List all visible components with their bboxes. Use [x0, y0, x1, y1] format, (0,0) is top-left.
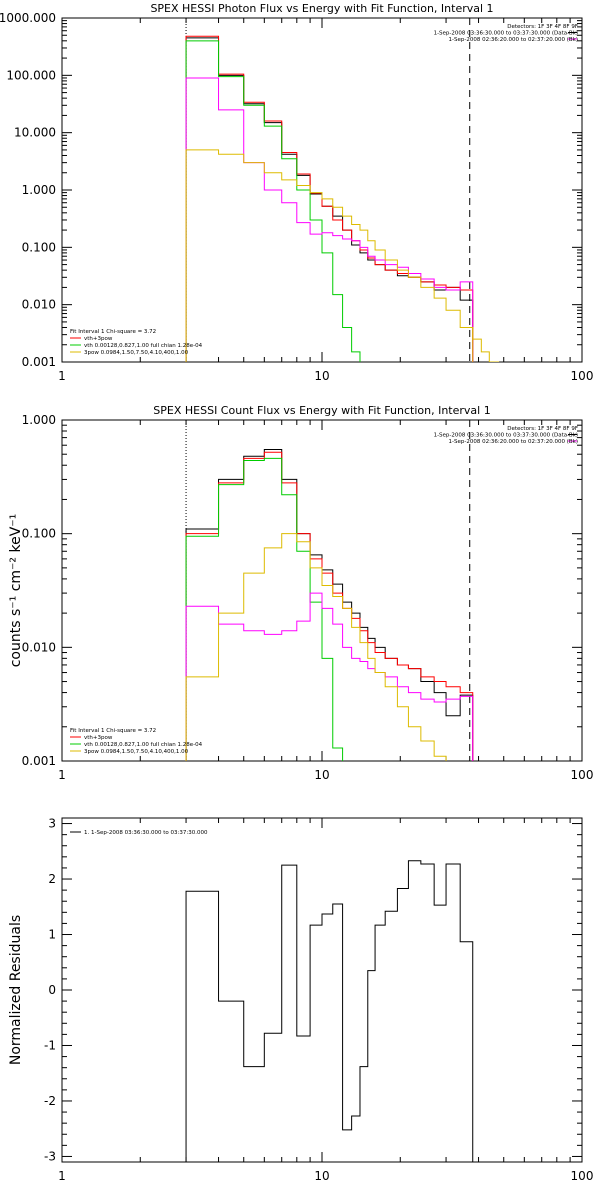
info-line: 1-Sep-2008 02:36:20.000 to 02:37:20.000 …: [449, 439, 579, 445]
x-tick-label: 100: [571, 369, 594, 383]
x-tick-label: 1: [58, 1169, 66, 1183]
y-tick-label: 3: [48, 817, 56, 831]
chart-title: SPEX HESSI Photon Flux vs Energy with Fi…: [150, 2, 493, 15]
y-tick-label: 100.000: [6, 68, 56, 82]
x-tick-label: 10: [314, 369, 329, 383]
series-line: [472, 327, 500, 362]
y-tick-label: -2: [44, 1094, 56, 1108]
series-line: [185, 533, 461, 761]
legend-entry: vth 0.00128,0.827,1.00 full chian 1.28e-…: [84, 742, 203, 748]
plot-content: [185, 860, 474, 1162]
y-tick-label: 10.000: [14, 126, 56, 140]
series-line: [185, 860, 474, 1162]
y-tick-label: 0.010: [22, 640, 56, 654]
info-line: 1-Sep-2008 03:36:30.000 to 03:37:30.000 …: [434, 433, 578, 439]
series-line: [185, 457, 353, 761]
y-tick-label: 0.001: [22, 754, 56, 768]
series-line: [185, 37, 474, 362]
legend-entry: 3pow 0.0984,1.50,7.50,4.10,400,1.00: [84, 749, 189, 755]
plot-area: [61, 419, 583, 762]
legend-entry: vth+3pow: [84, 735, 113, 741]
y-tick-label: -1: [44, 1038, 56, 1052]
x-tick-label: 10: [314, 1169, 329, 1183]
series-line: [185, 449, 474, 761]
info-line: 1-Sep-2008 03:36:30.000 to 03:37:30.000 …: [434, 31, 578, 37]
series-line: [185, 592, 474, 761]
legend-entry: vth+3pow: [84, 336, 113, 342]
legend-entry: 1. 1-Sep-2008 03:36:30.000 to 03:37:30.0…: [84, 830, 208, 836]
legend-entry: Fit Interval 1 Chi-square = 3.72: [70, 329, 156, 335]
info-line: 1-Sep-2008 02:36:20.000 to 02:37:20.000 …: [449, 37, 579, 43]
plot-content: [185, 420, 474, 761]
x-tick-label: 10: [314, 768, 329, 782]
info-line: Detectors: 1F 3F 4F 8F 9F: [507, 24, 578, 30]
plot-frame: [61, 17, 583, 363]
y-tick-label: 0.100: [22, 240, 56, 254]
legend-entry: vth 0.00128,0.827,1.00 full chian 1.28e-…: [84, 343, 203, 349]
chart-title: SPEX HESSI Count Flux vs Energy with Fit…: [153, 404, 490, 417]
y-tick-label: 0.001: [22, 355, 56, 369]
y-tick-label: -3: [44, 1149, 56, 1163]
legend-entry: 3pow 0.0984,1.50,7.50,4.10,400,1.00: [84, 350, 189, 356]
plot-frame: [61, 817, 583, 1163]
y-axis-label: Normalized Residuals: [8, 915, 24, 1065]
x-tick-label: 1: [58, 768, 66, 782]
x-tick-label: 1: [58, 369, 66, 383]
series-line: [185, 77, 474, 362]
y-tick-label: 1: [48, 928, 56, 942]
plot-area: [61, 17, 583, 363]
series-line: [185, 451, 474, 761]
y-axis-label: counts s⁻¹ cm⁻² keV⁻¹: [8, 514, 24, 668]
y-tick-label: 2: [48, 872, 56, 886]
legend-entry: Fit Interval 1 Chi-square = 3.72: [70, 728, 156, 734]
y-tick-label: 1.000: [22, 413, 56, 427]
plot-area: [61, 817, 583, 1163]
series-line: [185, 40, 369, 362]
y-tick-label: 0.100: [22, 527, 56, 541]
info-line: Detectors: 1F 3F 4F 8F 9F: [507, 426, 578, 432]
y-tick-label: 0.010: [22, 298, 56, 312]
y-tick-label: 1.000: [22, 183, 56, 197]
plot-frame: [61, 419, 583, 762]
x-tick-label: 100: [571, 768, 594, 782]
x-tick-label: 100: [571, 1169, 594, 1183]
plot-content: [185, 18, 500, 362]
y-tick-label: 0: [48, 983, 56, 997]
y-tick-label: 1000.000: [0, 11, 56, 25]
series-line: [185, 149, 474, 362]
